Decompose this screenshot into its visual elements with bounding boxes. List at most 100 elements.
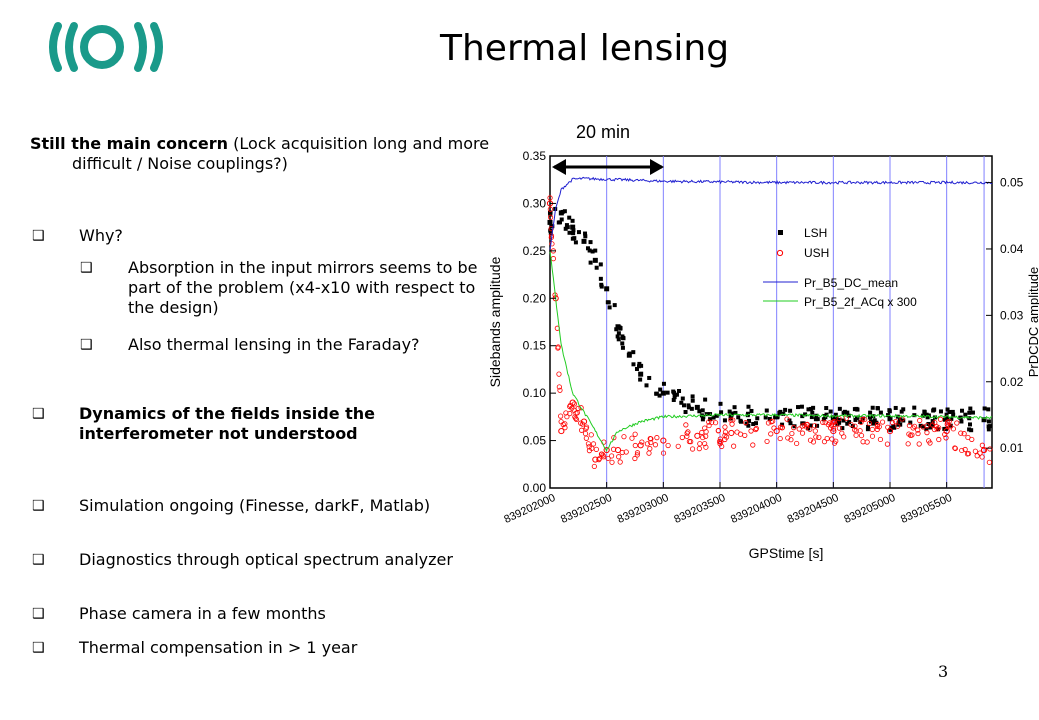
- data-point: [986, 427, 991, 432]
- data-point: [684, 430, 690, 436]
- checkbox-bullet-icon: ❑: [32, 606, 45, 622]
- data-point: [788, 408, 793, 413]
- data-point: [548, 212, 553, 217]
- bullet-rest: (Lock acquisition long and more difficul…: [72, 134, 490, 173]
- y-axis-label: Sidebands amplitude: [487, 256, 503, 387]
- data-point: [700, 417, 705, 422]
- data-point: [638, 371, 644, 377]
- data-point: [578, 427, 585, 433]
- data-point: [648, 436, 654, 442]
- data-point: [962, 446, 968, 453]
- data-point: [905, 441, 911, 447]
- bullet-thermal-compensation: ❑ Thermal compensation in > 1 year: [30, 638, 500, 658]
- data-point: [870, 421, 875, 426]
- vertical-grid-lines: [606, 156, 985, 488]
- data-point: [573, 240, 578, 245]
- data-point: [877, 436, 884, 443]
- data-point: [611, 446, 617, 452]
- data-point: [639, 363, 644, 368]
- data-point: [901, 407, 906, 412]
- data-point: [716, 439, 723, 445]
- data-point: [654, 391, 659, 396]
- data-point: [910, 425, 916, 431]
- plot-frame: [549, 155, 993, 489]
- data-point: [943, 435, 949, 441]
- data-point: [791, 425, 797, 431]
- data-point: [547, 214, 554, 220]
- data-point: [942, 417, 947, 422]
- data-point: [689, 446, 696, 452]
- data-point: [654, 435, 660, 441]
- data-point: [951, 412, 956, 417]
- series-line: [549, 251, 993, 452]
- data-point: [916, 441, 922, 447]
- data-point: [728, 417, 734, 423]
- data-point: [924, 423, 930, 429]
- chart: 0.00 0.05 0.10 0.15 0.20 0.25 0.30 0.35 0.01 0.02…: [487, 122, 1039, 561]
- data-point: [979, 442, 985, 448]
- page-number: 3: [938, 662, 949, 681]
- data-point: [878, 410, 883, 415]
- data-point: [845, 410, 850, 415]
- data-point: [728, 411, 734, 417]
- data-point: [607, 305, 612, 310]
- span-arrow-head-right: [650, 159, 664, 175]
- data-point: [596, 456, 603, 462]
- data-point: [706, 422, 712, 429]
- data-point: [614, 327, 619, 332]
- data-point: [889, 425, 894, 430]
- data-point: [963, 412, 968, 417]
- data-point: [837, 420, 842, 425]
- data-point: [605, 455, 611, 462]
- data-point: [810, 439, 817, 445]
- data-point: [634, 450, 641, 456]
- logo-arc-4: [150, 22, 163, 72]
- x-axis-label: GPStime [s]: [749, 545, 824, 561]
- data-point: [847, 420, 852, 425]
- data-point: [558, 427, 565, 435]
- data-point: [578, 405, 584, 411]
- data-point: [821, 417, 826, 422]
- data-point: [796, 426, 802, 432]
- data-point: [828, 409, 833, 414]
- data-point: [588, 260, 593, 265]
- data-point: [617, 459, 623, 465]
- y2-axis-label: PrDCDC amplitude: [1026, 267, 1039, 378]
- data-point: [612, 303, 617, 308]
- data-point: [571, 407, 577, 413]
- data-point: [773, 427, 780, 435]
- data-point: [558, 419, 564, 425]
- data-point: [804, 421, 810, 427]
- logo-arc-3: [134, 22, 147, 72]
- data-point: [826, 420, 833, 426]
- data-point: [869, 433, 876, 439]
- data-point: [876, 424, 882, 430]
- data-point: [974, 453, 980, 459]
- data-point: [952, 445, 958, 452]
- data-point: [606, 300, 611, 305]
- data-point: [701, 415, 706, 420]
- logo-arc-2: [65, 22, 78, 72]
- bullet-simulation: ❑ Simulation ongoing (Finesse, darkF, Ma…: [30, 496, 500, 516]
- data-point: [567, 402, 574, 408]
- data-point: [623, 449, 629, 455]
- data-point: [684, 433, 690, 439]
- data-point: [683, 410, 688, 415]
- data-point: [967, 410, 972, 415]
- data-point: [637, 442, 644, 449]
- data-point: [657, 393, 662, 398]
- y2-tick-label: 0.03: [1000, 308, 1024, 322]
- data-point: [686, 438, 692, 445]
- data-point: [723, 434, 730, 440]
- data-point: [908, 420, 913, 425]
- span-arrow-head-left: [552, 159, 566, 175]
- slide-title: Thermal lensing: [440, 28, 730, 69]
- data-point: [937, 416, 944, 422]
- data-point: [749, 408, 754, 413]
- bullet-phase-camera: ❑ Phase camera in a few months: [30, 604, 500, 624]
- data-point: [660, 450, 667, 456]
- data-point: [548, 226, 554, 232]
- data-point: [753, 426, 759, 433]
- data-point: [583, 234, 588, 239]
- data-point: [629, 435, 635, 441]
